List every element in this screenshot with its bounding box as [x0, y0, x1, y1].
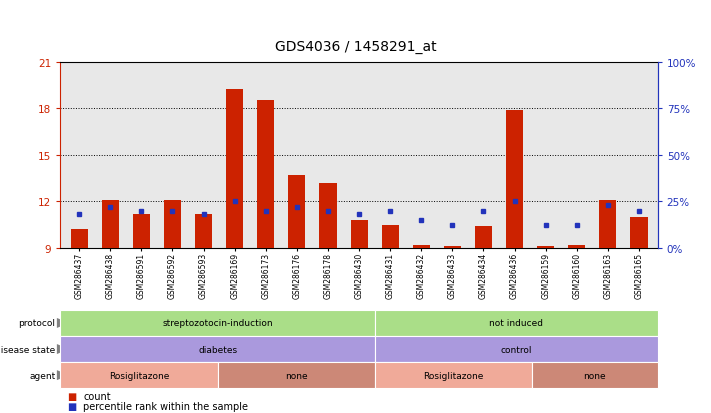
Text: agent: agent — [29, 371, 55, 380]
Text: protocol: protocol — [18, 319, 55, 328]
Bar — [257, 101, 274, 248]
Bar — [537, 247, 555, 248]
Text: ■: ■ — [68, 391, 77, 401]
Text: Rosiglitazone: Rosiglitazone — [423, 371, 483, 380]
Text: streptozotocin-induction: streptozotocin-induction — [162, 319, 273, 328]
Text: control: control — [501, 345, 532, 354]
Bar — [226, 90, 243, 248]
Bar — [70, 230, 87, 248]
Text: diabetes: diabetes — [198, 345, 237, 354]
Text: Rosiglitazone: Rosiglitazone — [109, 371, 169, 380]
Bar — [102, 200, 119, 248]
Text: none: none — [285, 371, 307, 380]
Bar — [444, 247, 461, 248]
Text: none: none — [584, 371, 606, 380]
Text: GDS4036 / 1458291_at: GDS4036 / 1458291_at — [274, 40, 437, 53]
Bar — [475, 226, 492, 248]
Text: not induced: not induced — [489, 319, 543, 328]
Bar — [568, 245, 585, 248]
Text: percentile rank within the sample: percentile rank within the sample — [83, 401, 248, 411]
Bar — [195, 214, 212, 248]
Bar — [599, 200, 616, 248]
Bar — [382, 225, 399, 248]
Text: ■: ■ — [68, 401, 77, 411]
Bar — [631, 217, 648, 248]
Text: disease state: disease state — [0, 345, 55, 354]
Bar — [506, 110, 523, 248]
Bar — [133, 214, 150, 248]
Bar — [412, 245, 430, 248]
Bar — [288, 176, 306, 248]
Text: count: count — [83, 391, 111, 401]
Bar — [319, 183, 336, 248]
Bar — [164, 200, 181, 248]
Bar — [351, 221, 368, 248]
